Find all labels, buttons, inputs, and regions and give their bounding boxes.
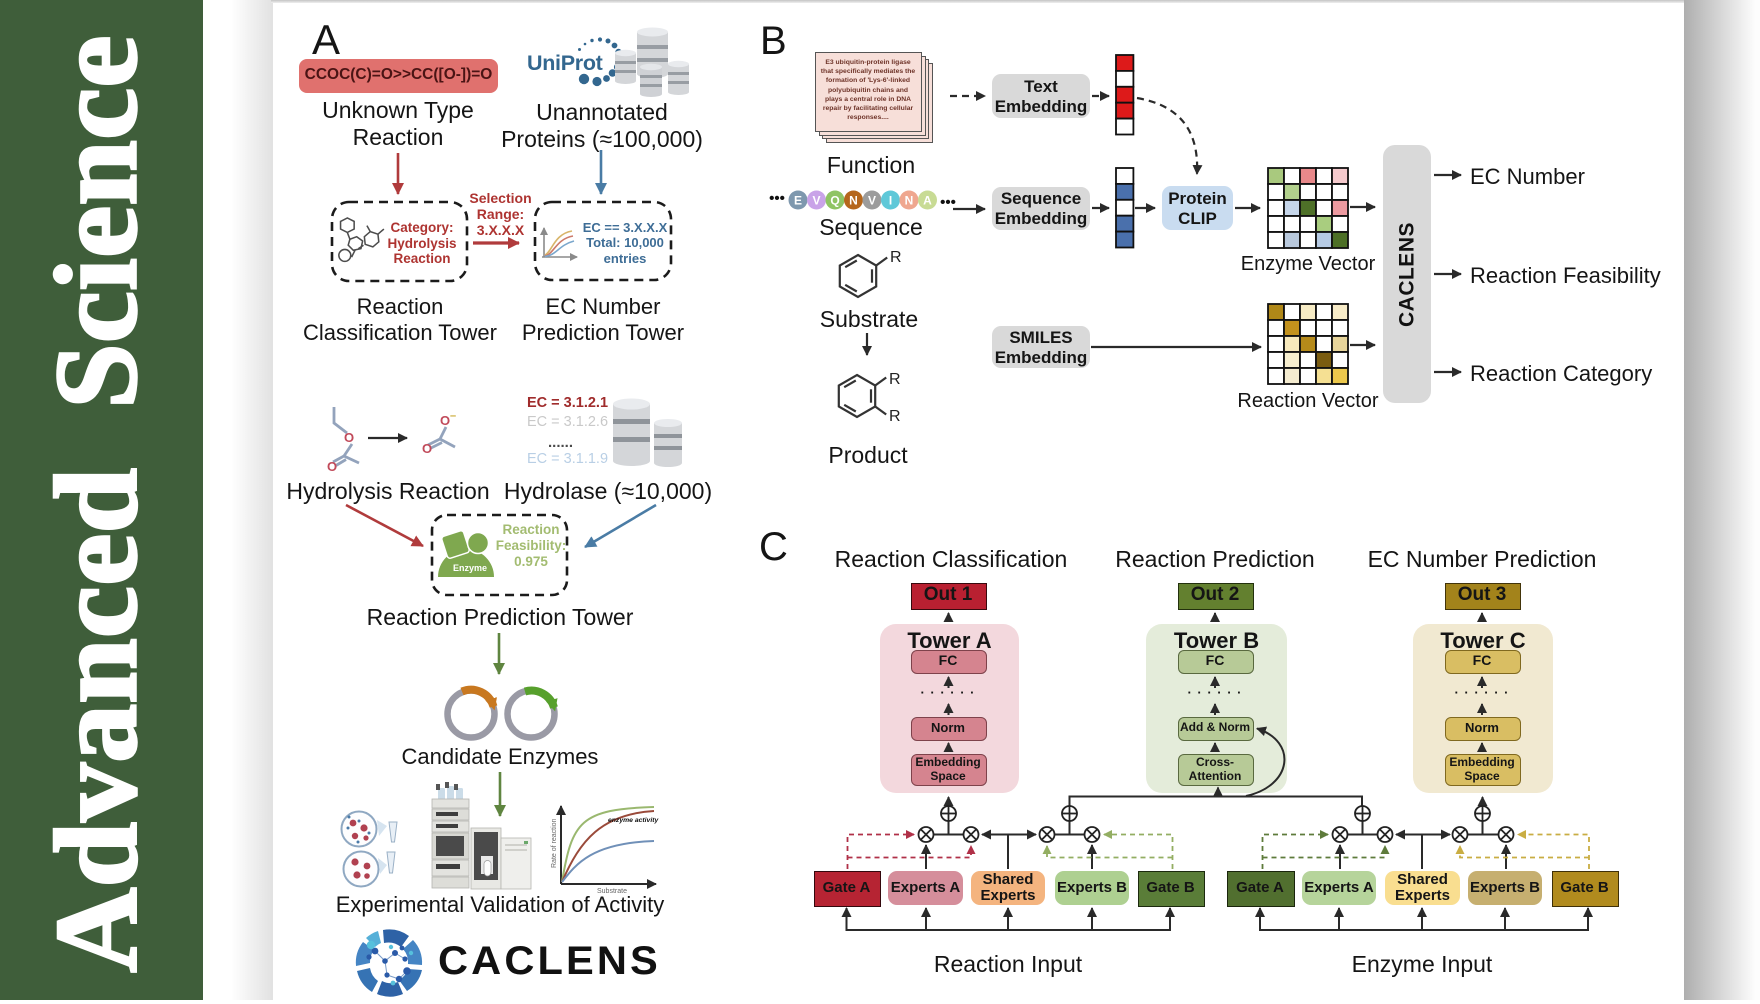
svg-text:Enzyme: Enzyme xyxy=(453,563,487,573)
svg-text:N: N xyxy=(905,194,914,208)
svg-text:V: V xyxy=(812,194,820,208)
svg-text:Rate of reaction: Rate of reaction xyxy=(551,818,558,868)
svg-text:Substrate: Substrate xyxy=(597,888,627,895)
svg-text:Q: Q xyxy=(830,194,839,208)
svg-text:UniProt: UniProt xyxy=(527,51,603,75)
svg-text:O: O xyxy=(327,459,337,474)
svg-text:–: – xyxy=(450,410,456,422)
svg-text:R: R xyxy=(889,371,901,388)
svg-text:I: I xyxy=(889,194,892,208)
svg-text:O: O xyxy=(440,413,450,428)
svg-text:N: N xyxy=(849,194,858,208)
svg-text:A: A xyxy=(923,194,932,208)
svg-text:•••: ••• xyxy=(940,194,956,211)
svg-text:V: V xyxy=(868,194,876,208)
svg-text:•••: ••• xyxy=(769,190,785,207)
svg-text:O: O xyxy=(422,441,432,456)
svg-text:enzyme activity: enzyme activity xyxy=(608,817,659,824)
svg-text:O: O xyxy=(344,430,354,445)
svg-text:R: R xyxy=(890,249,902,266)
svg-text:R: R xyxy=(889,408,901,425)
svg-text:E: E xyxy=(794,194,802,208)
